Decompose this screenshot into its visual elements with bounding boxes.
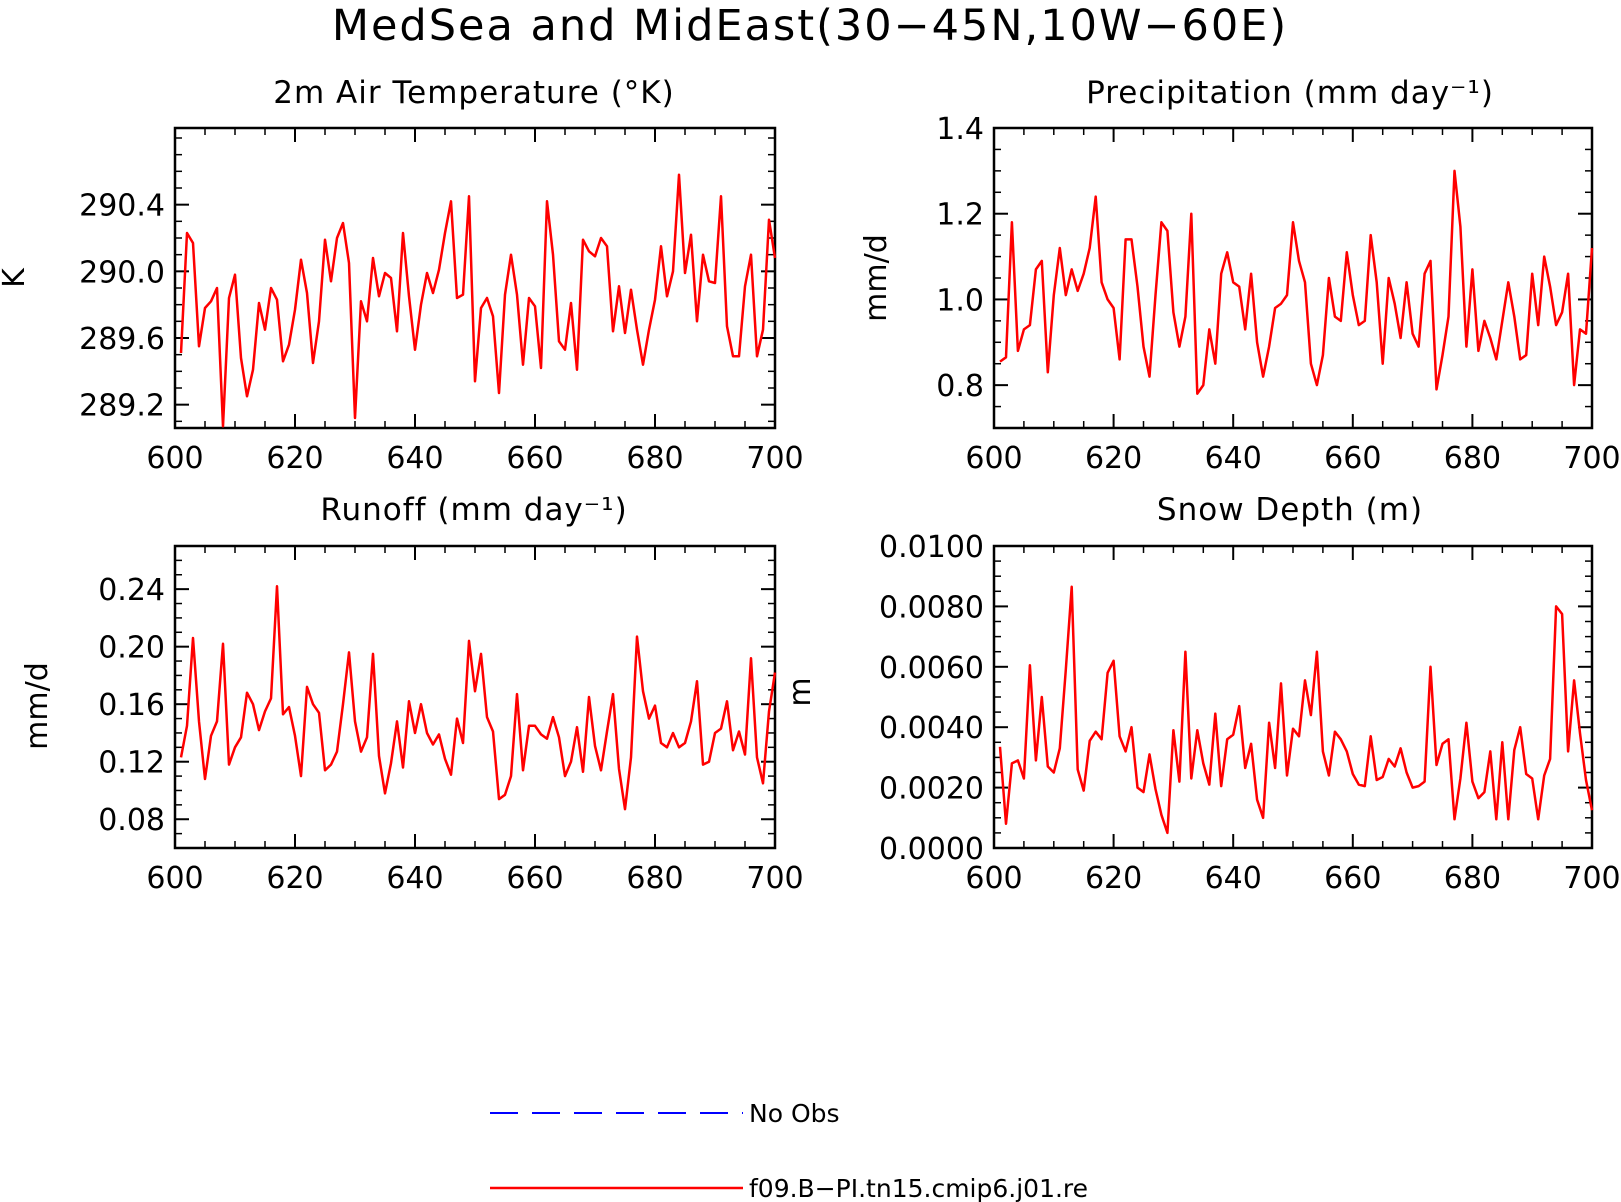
x-tick-label: 620 (266, 441, 323, 476)
x-tick-label: 680 (1444, 861, 1501, 896)
y-axis-label: K (0, 267, 32, 288)
x-tick-label: 620 (1085, 861, 1142, 896)
x-tick-label: 680 (626, 861, 683, 896)
y-tick-label: 0.8 (936, 369, 984, 404)
y-tick-label: 0.0040 (879, 711, 984, 746)
panel-air-temperature: 2m Air Temperature (°K) K 600 620 640 660 68… (0, 75, 804, 476)
y-tick-label: 290.4 (79, 189, 165, 224)
x-tick-label: 680 (1444, 441, 1501, 476)
panel-title: 2m Air Temperature (°K) (273, 75, 674, 111)
panel-runoff: Runoff (mm day⁻¹) mm/d 600 620 640 660 680 70… (20, 492, 804, 896)
series-line (998, 585, 1594, 835)
series-line (179, 173, 777, 428)
panel-title: Runoff (mm day⁻¹) (320, 492, 627, 528)
y-tick-label: 1.2 (936, 198, 984, 233)
plot-frame (992, 126, 1594, 430)
panel-snow-depth: Snow Depth (m) m 600 620 640 660 680 700 0.000… (783, 492, 1621, 896)
legend-label-model-run: f09.B−PI.tn15.cmip6.j01.re (749, 1174, 1088, 1202)
series-line (999, 169, 1594, 395)
y-tick-label: 0.16 (98, 688, 165, 723)
x-tick-label: 640 (1205, 441, 1262, 476)
x-tick-label: 640 (386, 441, 443, 476)
x-tick-label: 660 (506, 861, 563, 896)
y-tick-label: 0.20 (98, 631, 165, 666)
x-tick-label: 660 (1324, 441, 1381, 476)
x-tick-label: 620 (1085, 441, 1142, 476)
x-tick-label: 640 (1205, 861, 1262, 896)
y-tick-label: 1.0 (936, 283, 984, 318)
series-line (179, 585, 777, 811)
panel-precipitation: Precipitation (mm day⁻¹) mm/d 600 620 640 6… (859, 75, 1621, 476)
legend: No Obs f09.B−PI.tn15.cmip6.j01.re (490, 1099, 1088, 1202)
y-tick-label: 0.08 (98, 803, 165, 838)
y-tick-label: 289.2 (79, 389, 165, 424)
legend-label-no-obs: No Obs (749, 1099, 840, 1128)
panel-title: Precipitation (mm day⁻¹) (1086, 75, 1494, 111)
y-axis-label: m (783, 677, 818, 706)
x-tick-label: 660 (506, 441, 563, 476)
x-tick-label: 600 (965, 441, 1022, 476)
y-tick-label: 0.0100 (879, 530, 984, 565)
x-tick-label: 700 (1563, 441, 1620, 476)
plot-frame (173, 544, 777, 850)
panel-title: Snow Depth (m) (1157, 492, 1423, 528)
x-tick-label: 660 (1324, 861, 1381, 896)
x-tick-label: 700 (746, 441, 803, 476)
y-tick-label: 0.0060 (879, 651, 984, 686)
y-axis-label: mm/d (20, 662, 55, 750)
y-tick-label: 1.4 (936, 112, 984, 147)
y-tick-label: 0.0080 (879, 590, 984, 625)
y-tick-label: 290.0 (79, 255, 165, 290)
x-tick-label: 700 (1563, 861, 1620, 896)
x-tick-label: 600 (146, 861, 203, 896)
y-tick-label: 0.0020 (879, 772, 984, 807)
y-tick-label: 0.24 (98, 573, 165, 608)
y-tick-label: 0.12 (98, 746, 165, 781)
x-tick-label: 600 (965, 861, 1022, 896)
y-tick-label: 289.6 (79, 322, 165, 357)
plot-frame (992, 544, 1594, 850)
x-tick-label: 600 (146, 441, 203, 476)
x-tick-label: 700 (746, 861, 803, 896)
x-tick-label: 620 (266, 861, 323, 896)
y-tick-label: 0.0000 (879, 832, 984, 867)
y-axis-label: mm/d (859, 234, 894, 322)
plot-frame (173, 126, 777, 430)
x-tick-label: 680 (626, 441, 683, 476)
main-title: MedSea and MidEast(30−45N,10W−60E) (332, 1, 1288, 51)
x-tick-label: 640 (386, 861, 443, 896)
